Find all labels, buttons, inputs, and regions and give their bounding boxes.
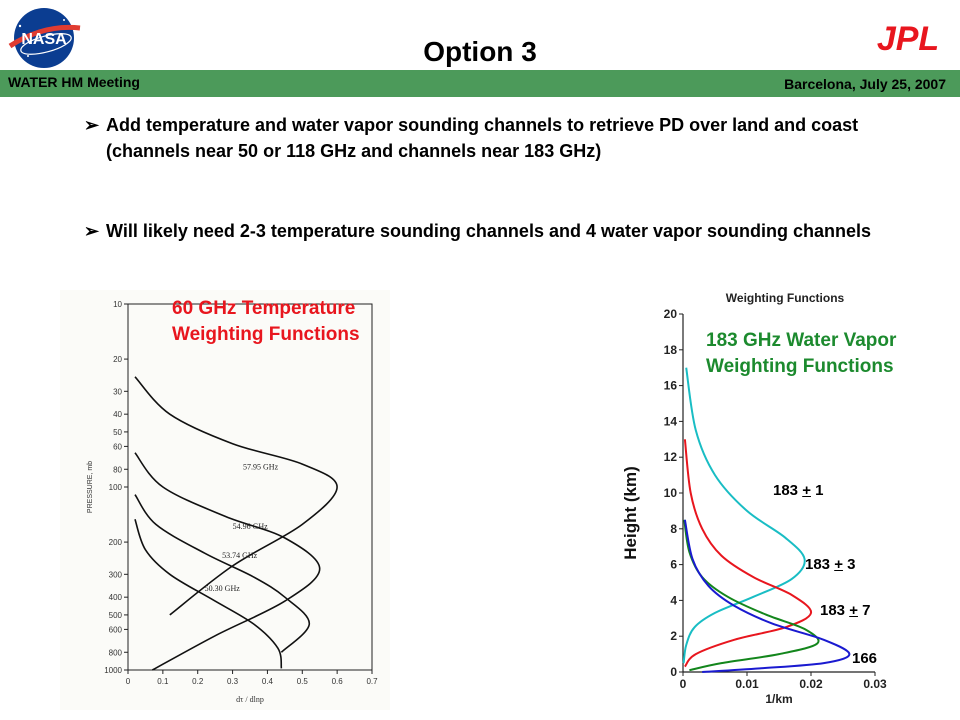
water-vapor-weighting-chart: Weighting Functions 0 2 4 6 8 10 12 14 16 18 20 0 0.0… [621,291,887,706]
meeting-location-date: Barcelona, July 25, 2007 [784,76,946,92]
series-line [134,518,283,669]
y-tick-label: 500 [109,611,123,620]
x-tick-label: 0.6 [332,677,344,686]
chart-title: Weighting Functions [726,291,845,305]
svg-text:NASA: NASA [21,31,67,48]
y-tick-label: 20 [113,355,122,364]
series-label-183-1: 183 + 1 [773,482,824,499]
x-tick-label: 0.1 [157,677,169,686]
bullet-text: Will likely need 2-3 temperature soundin… [106,221,872,241]
x-tick-label: 0.01 [735,677,759,691]
svg-text:JPL: JPL [877,20,939,58]
series-line [134,452,321,671]
series-label-183-3: 183 + 3 [805,556,856,573]
y-tick-label: 400 [109,593,123,602]
water-vapor-chart-caption: 183 GHz Water Vapor Weighting Functions [706,328,926,380]
series-line [683,519,851,673]
y-tick-label: 12 [664,450,678,464]
y-tick-label: 600 [109,625,123,634]
y-tick-label: 300 [109,570,123,579]
bullet-text: Add temperature and water vapor sounding… [106,115,859,161]
bullet-item: ➢ Add temperature and water vapor soundi… [84,112,884,164]
series-label: 54.96 GHz [233,522,269,531]
series-label-166: 166 [852,650,878,667]
arrow-bullet-icon: ➢ [84,115,100,135]
bullet-item: ➢ Will likely need 2-3 temperature sound… [84,218,884,244]
x-tick-label: 0.3 [227,677,239,686]
x-axis-label: dτ / dlnp [236,695,264,704]
header-banner [0,70,960,97]
x-tick-label: 0 [126,677,131,686]
y-tick-label: 10 [664,486,678,500]
y-axis-label: PRESSURE, mb [87,461,94,513]
x-tick-label: 0.02 [799,677,823,691]
y-tick-label: 0 [670,665,677,679]
x-tick-label: 0.5 [297,677,309,686]
y-tick-label: 1000 [104,666,122,675]
y-tick-label: 100 [109,483,123,492]
x-tick-label: 0.7 [366,677,378,686]
y-tick-label: 2 [670,629,677,643]
caption-text: 183 GHz Water Vapor Weighting Functions [706,330,897,377]
x-tick-label: 0.03 [863,677,887,691]
series-line [683,519,820,672]
y-tick-label: 80 [113,465,122,474]
series-line [683,439,813,668]
series-label-183-7: 183 + 7 [820,602,871,619]
nasa-logo: NASA [8,8,81,68]
series-label: 57.95 GHz [243,462,279,471]
y-tick-label: 18 [664,343,678,357]
x-tick-label: 0 [680,677,687,691]
y-tick-label: 200 [109,538,123,547]
y-axis-label: Height (km) [621,466,640,560]
y-tick-label: 40 [113,410,122,419]
y-tick-label: 20 [664,307,678,321]
y-tick-label: 30 [113,387,122,396]
series-line [134,376,338,616]
x-tick-label: 0.4 [262,677,274,686]
series-line [682,367,806,664]
y-tick-label: 6 [670,558,677,572]
temperature-weighting-chart: 57.95 GHz 54.96 GHz 53.74 GHz 50.30 GHz 10 2… [60,290,390,710]
caption-text: 60 GHz Temperature Weighting Functions [172,298,360,345]
series-line [134,494,311,653]
temperature-chart-caption: 60 GHz Temperature Weighting Functions [172,296,402,348]
y-tick-label: 14 [664,414,678,428]
y-tick-label: 10 [113,300,122,309]
y-tick-label: 60 [113,442,122,451]
arrow-bullet-icon: ➢ [84,221,100,241]
y-tick-label: 50 [113,428,122,437]
meeting-name: WATER HM Meeting [8,74,140,90]
x-tick-label: 0.2 [192,677,204,686]
series-label: 53.74 GHz [222,551,258,560]
x-axis-label: 1/km [765,692,792,706]
jpl-logo: JPL [877,20,939,58]
y-tick-label: 16 [664,379,678,393]
page-title: Option 3 [423,36,537,67]
series-label: 50.30 GHz [205,584,241,593]
y-tick-label: 800 [109,648,123,657]
y-tick-label: 4 [670,593,677,607]
y-tick-label: 8 [670,522,677,536]
